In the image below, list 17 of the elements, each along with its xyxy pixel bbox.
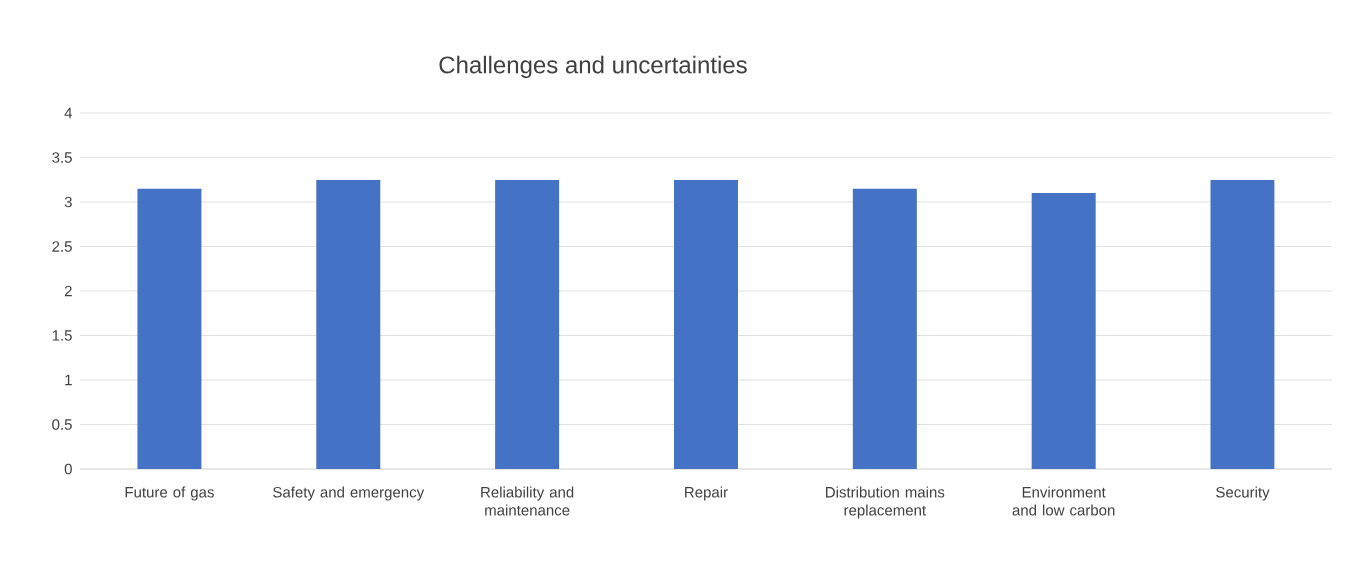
y-tick-label: 0 xyxy=(64,463,72,475)
x-tick-label: Future of gas xyxy=(125,486,214,501)
x-tick-label: Environment and low carbon xyxy=(1012,486,1115,516)
x-tick-label: Reliability and maintenance xyxy=(481,486,574,516)
y-tick-label: 2.5 xyxy=(52,241,72,252)
x-tick-label: Safety and emergency xyxy=(273,486,425,501)
x-tick-label: Repair xyxy=(685,486,728,501)
y-tick-label: 3 xyxy=(64,196,72,208)
y-tick-label: 1.5 xyxy=(52,330,72,341)
y-tick-label: 2 xyxy=(64,285,72,297)
y-tick-label: 0.5 xyxy=(52,419,72,430)
x-tick-label: Distribution mains replacement xyxy=(826,486,945,519)
y-tick-label: 3.5 xyxy=(52,152,72,163)
x-tick-label: Security xyxy=(1216,486,1270,501)
y-tick-label: 1 xyxy=(65,374,72,386)
chart-title: Challenges and uncertainties xyxy=(439,55,747,79)
y-tick-label: 4 xyxy=(64,107,73,119)
